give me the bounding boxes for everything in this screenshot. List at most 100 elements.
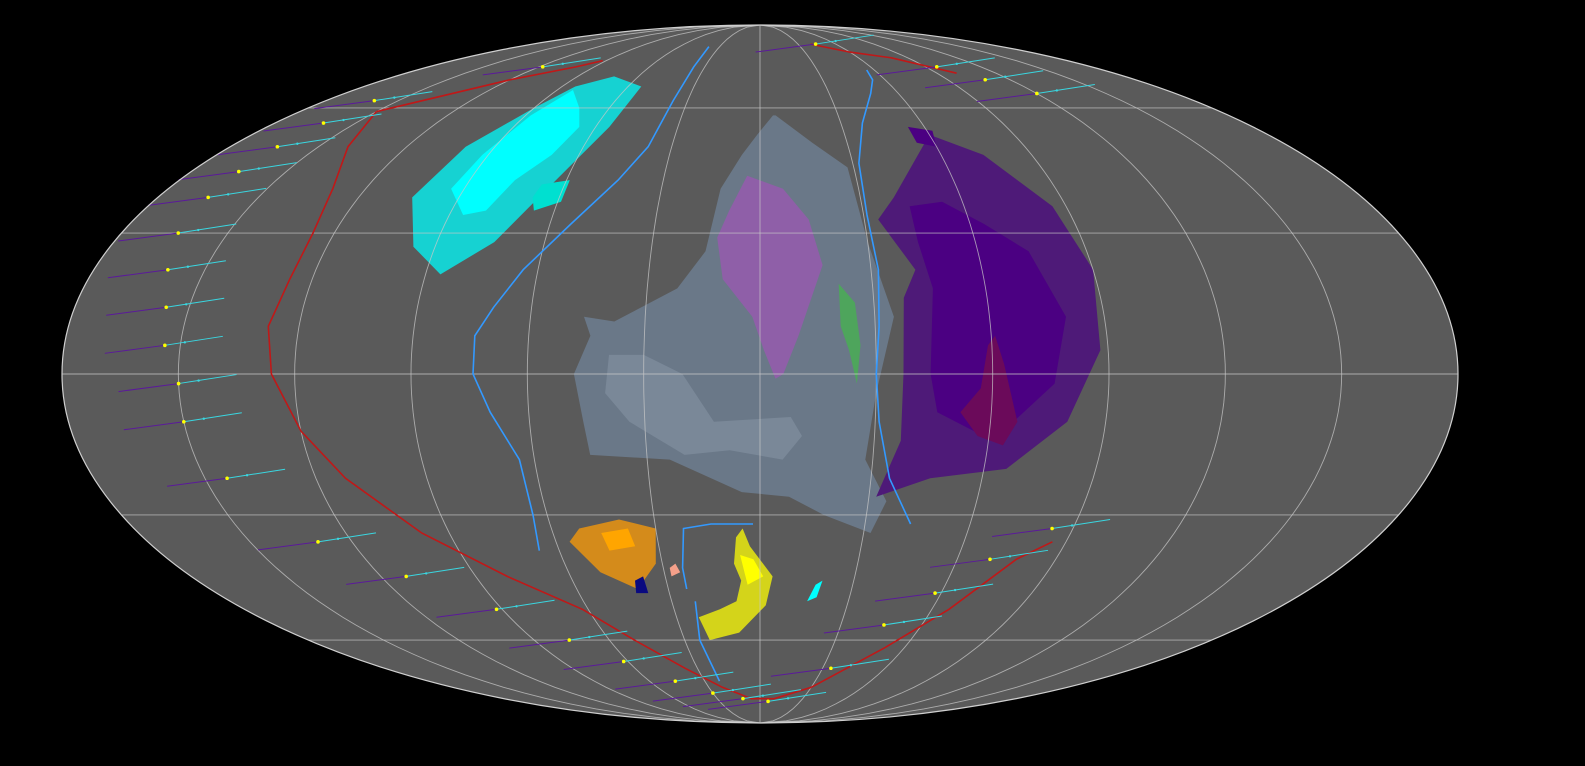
vector-tail [929, 558, 991, 568]
vector-head [1052, 518, 1111, 529]
velocity-vector [652, 683, 771, 702]
subduction-zone-north [810, 43, 957, 74]
vector-tail [976, 92, 1037, 102]
velocity-vector [217, 137, 336, 156]
velocity-vector [118, 374, 237, 393]
vector-anchor [829, 666, 833, 671]
vector-anchor [494, 607, 499, 612]
vector-head [815, 34, 874, 45]
vector-head [883, 615, 943, 626]
vector-tail [509, 639, 570, 649]
vector-head [934, 583, 994, 594]
vector-tail [314, 100, 375, 110]
vector-anchor [621, 659, 626, 664]
velocity-vector [992, 518, 1111, 537]
orange-continent [569, 519, 656, 589]
vector-tail [346, 575, 407, 585]
velocity-vector [314, 91, 433, 110]
vector-head [569, 630, 628, 641]
velocity-vector [976, 83, 1095, 102]
vector-anchor [182, 419, 186, 424]
vector-anchor [372, 98, 377, 103]
vector-anchor [933, 591, 937, 595]
vector-tick [515, 605, 518, 608]
velocity-vector [876, 57, 995, 76]
vector-head [317, 532, 377, 543]
vector-tick [642, 657, 645, 660]
vector-anchor [540, 65, 545, 69]
velocity-vector [563, 651, 682, 670]
vector-tick [197, 228, 200, 232]
vector-tick [183, 341, 187, 344]
vector-tail [257, 541, 319, 551]
vector-tick [336, 537, 340, 541]
vector-tail [482, 66, 543, 76]
vector-head [712, 683, 771, 694]
graticule [62, 24, 1458, 724]
vector-head [496, 599, 555, 610]
cyan-continent-lake [532, 180, 570, 211]
velocity-vector [708, 691, 827, 710]
vector-tick [393, 96, 396, 99]
subduction-zone-west [376, 59, 603, 113]
velocity-vector [118, 223, 237, 242]
vector-tick [296, 142, 299, 145]
velocity-vectors-layer [104, 34, 1111, 710]
vector-tail [770, 667, 831, 677]
vector-tail [708, 700, 769, 710]
vector-head [323, 113, 382, 124]
velocity-vector [167, 468, 286, 487]
vector-tail [875, 592, 936, 602]
vector-tail [148, 196, 209, 206]
vector-head [675, 671, 734, 682]
vector-head [277, 137, 336, 148]
vector-tail [925, 79, 986, 89]
vector-tick [342, 118, 345, 122]
vector-tail [682, 698, 743, 708]
yellow-continent [698, 528, 773, 641]
vector-head [208, 187, 267, 198]
vector-anchor [166, 267, 170, 272]
velocity-vector [509, 630, 628, 649]
continents-layer [412, 76, 1101, 641]
vector-head [936, 57, 995, 68]
vector-tail [436, 608, 497, 618]
grey-continent-inner [605, 354, 802, 460]
vector-anchor [176, 231, 181, 235]
vector-anchor [882, 623, 886, 627]
velocity-vector [148, 187, 267, 206]
vector-tail [755, 43, 816, 53]
vector-head [178, 223, 237, 234]
velocity-vector [123, 412, 242, 431]
vector-tick [834, 39, 837, 43]
vector-tick [257, 167, 260, 170]
cyan-continent-outer [412, 76, 642, 275]
velocity-vector [755, 34, 874, 53]
vector-tick [197, 379, 200, 382]
vector-tick [761, 694, 765, 697]
plate-boundaries-layer [267, 43, 1053, 700]
vector-tick [694, 676, 697, 680]
vector-anchor [567, 638, 572, 642]
vector-tick [786, 697, 790, 700]
vector-head [227, 468, 286, 479]
vector-tick [1008, 555, 1012, 558]
vector-anchor [1035, 91, 1039, 96]
magenta-continent [960, 335, 1018, 446]
vector-anchor [206, 195, 210, 200]
vector-anchor [1050, 526, 1054, 531]
vector-anchor [741, 696, 745, 701]
vector-tick [953, 588, 957, 592]
vector-anchor [673, 679, 678, 683]
velocity-vector [104, 335, 223, 354]
vector-tick [1055, 89, 1059, 92]
vector-tail [615, 680, 676, 690]
cyan-continent-inner [451, 90, 580, 215]
vector-head [985, 70, 1044, 81]
vector-anchor [164, 305, 169, 310]
vector-tail [992, 527, 1053, 537]
vector-tick [955, 62, 958, 66]
ridge-center [681, 523, 753, 590]
vector-tail [104, 344, 165, 354]
